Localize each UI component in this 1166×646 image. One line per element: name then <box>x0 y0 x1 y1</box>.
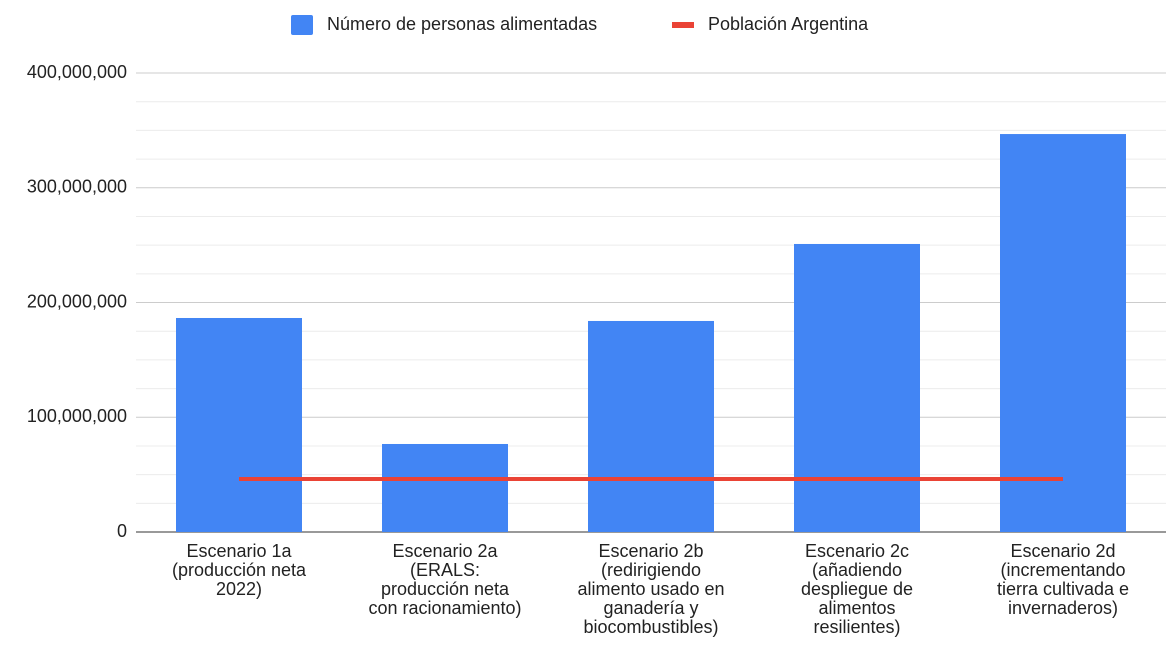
bar <box>1000 134 1126 532</box>
x-tick-label: Escenario 2c (añadiendo despliegue de alime… <box>801 541 913 637</box>
legend-label: Población Argentina <box>708 14 869 34</box>
x-tick-label: Escenario 1a (producción neta 2022) <box>172 541 307 599</box>
x-tick-label-line: ganadería y <box>603 598 698 618</box>
legend-label: Número de personas alimentadas <box>327 14 597 34</box>
bar <box>382 443 508 532</box>
x-tick-label-line: biocombustibles) <box>583 617 718 637</box>
x-tick-label-line: con racionamiento) <box>368 598 521 618</box>
x-tick-label-line: (redirigiendo <box>601 560 701 580</box>
x-tick-label-line: (añadiendo <box>812 560 902 580</box>
x-tick-label-line: alimento usado en <box>577 579 724 599</box>
bar <box>176 317 302 532</box>
x-tick-label-line: Escenario 2a <box>392 541 498 561</box>
x-tick-label-line: Escenario 2b <box>598 541 703 561</box>
y-tick-label: 100,000,000 <box>27 406 127 426</box>
y-tick-label: 300,000,000 <box>27 177 127 197</box>
x-tick-label: Escenario 2d (incrementando tierra cultiva… <box>997 541 1129 618</box>
x-tick-label-line: despliegue de <box>801 579 913 599</box>
x-tick-label-line: producción neta <box>381 579 510 599</box>
bar <box>588 320 714 532</box>
x-tick-label: Escenario 2a (ERALS: producción neta con ra… <box>368 541 521 618</box>
x-tick-label-line: (ERALS: <box>410 560 480 580</box>
legend-swatch <box>672 22 694 28</box>
x-tick-label-line: invernaderos) <box>1008 598 1118 618</box>
x-tick-label-line: 2022) <box>216 579 262 599</box>
x-tick-label-line: Escenario 1a <box>186 541 292 561</box>
x-tick-label-line: Escenario 2d <box>1010 541 1115 561</box>
x-tick-label-line: (producción neta <box>172 560 307 580</box>
legend-swatch <box>291 15 313 35</box>
y-tick-label: 0 <box>117 521 127 541</box>
y-tick-label: 400,000,000 <box>27 62 127 82</box>
x-tick-label-line: alimentos <box>818 598 895 618</box>
bar <box>794 243 920 533</box>
x-tick-label-line: Escenario 2c <box>805 541 909 561</box>
x-tick-label-line: (incrementando <box>1000 560 1125 580</box>
y-tick-label: 200,000,000 <box>27 291 127 311</box>
x-tick-label-line: tierra cultivada e <box>997 579 1129 599</box>
x-tick-label-line: resilientes) <box>813 617 900 637</box>
x-tick-label: Escenario 2b (redirigiendo alimento usado … <box>577 541 724 637</box>
